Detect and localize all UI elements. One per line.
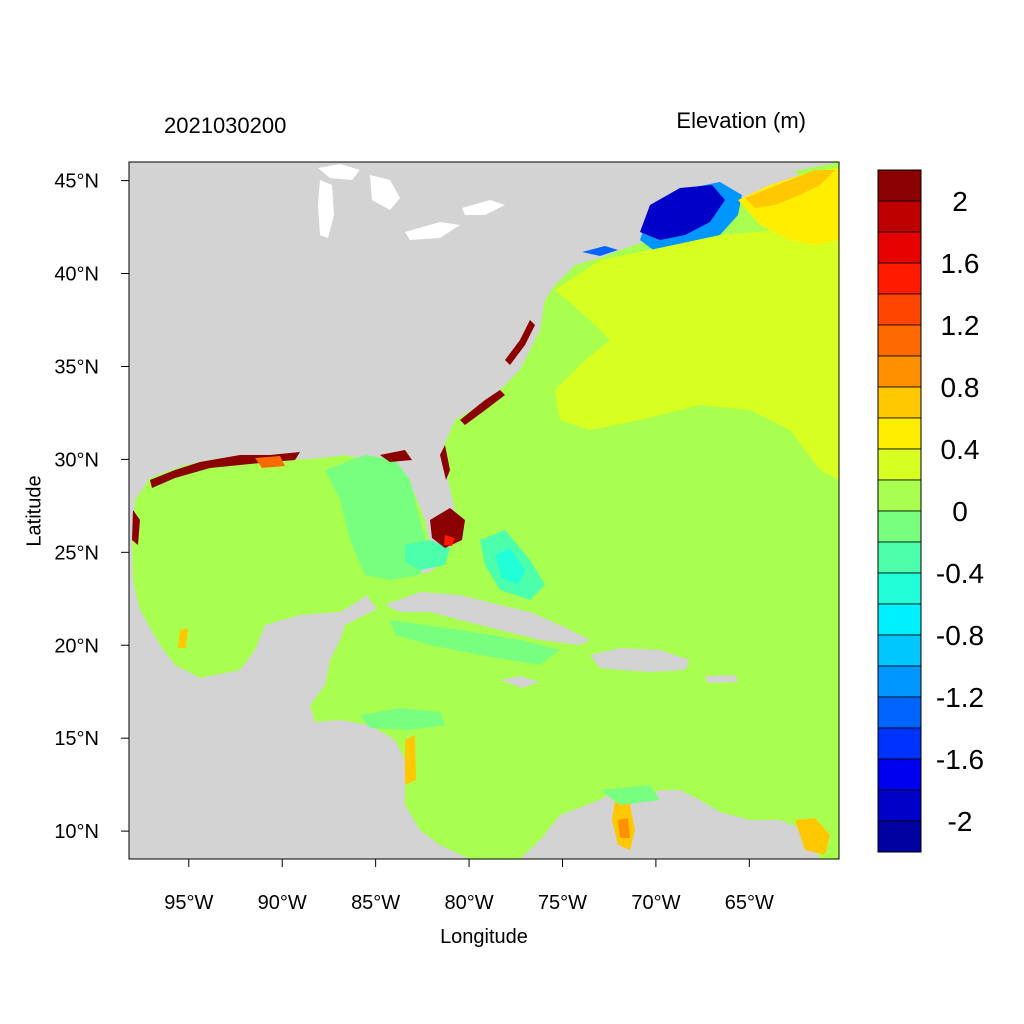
y-tick-label: 10°N <box>54 821 99 843</box>
colorbar-swatch <box>877 758 922 791</box>
colorbar-swatch <box>877 448 922 481</box>
colorbar-swatch <box>877 820 922 853</box>
x-tick-label: 65°W <box>725 892 774 914</box>
x-tick-label: 75°W <box>538 892 587 914</box>
map-plot-area <box>129 162 839 859</box>
ne-atlantic-peak <box>745 170 835 208</box>
colorbar-label: 0.8 <box>941 372 980 403</box>
colorbar-swatch <box>877 262 922 295</box>
colorbar-swatch <box>877 479 922 512</box>
colorbar-swatch <box>877 386 922 419</box>
variable-title: Elevation (m) <box>676 108 806 133</box>
plot-frame <box>128 161 840 860</box>
puerto-rico-land <box>705 675 738 683</box>
hispaniola-land <box>590 648 690 672</box>
colorbar-swatch <box>877 169 922 202</box>
y-tick-label: 35°N <box>54 356 99 378</box>
ne-atlantic-positive-band <box>555 220 839 480</box>
colorbar-label: 0 <box>952 496 968 527</box>
colorbar-swatch <box>877 324 922 357</box>
x-axis-title: Longitude <box>440 926 528 948</box>
long-island-sound-anomaly <box>582 246 618 256</box>
x-tick-label: 90°W <box>258 892 307 914</box>
colorbar-swatch <box>877 200 922 233</box>
y-tick-label: 45°N <box>54 171 99 193</box>
eastern-gulf-negative <box>325 455 430 580</box>
colorbar-label: 2 <box>952 186 968 217</box>
gulf-of-maine-core <box>640 185 725 240</box>
coastal-surge-marks <box>132 320 830 855</box>
x-axis-ticks: 95°W 90°W 85°W 80°W 75°W 70°W 65°W <box>164 859 774 914</box>
colorbar-swatch <box>877 603 922 636</box>
y-tick-label: 15°N <box>54 728 99 750</box>
colorbar-label: -0.4 <box>936 558 984 589</box>
y-axis-ticks: 45°N 40°N 35°N 30°N 25°N 20°N 15°N 10°N <box>54 171 129 843</box>
colorbar-label: -2 <box>948 806 973 837</box>
x-tick-label: 80°W <box>444 892 493 914</box>
colorbar-swatch <box>877 634 922 667</box>
yucatan-land <box>245 612 345 705</box>
x-tick-label: 85°W <box>351 892 400 914</box>
colorbar-swatch <box>877 665 922 698</box>
colorbar-label: 1.6 <box>941 248 980 279</box>
colorbar-swatch <box>877 417 922 450</box>
cuba-land <box>385 592 590 645</box>
colorbar-swatch <box>877 541 922 574</box>
honduras-gulf-negative <box>360 708 445 730</box>
y-tick-label: 30°N <box>54 449 99 471</box>
jamaica-land <box>500 676 540 688</box>
colorbar-label: -1.2 <box>936 682 984 713</box>
bahamas-core <box>495 548 525 585</box>
colorbar-swatch <box>877 696 922 729</box>
colorbar-swatch <box>877 231 922 264</box>
x-tick-label: 70°W <box>631 892 680 914</box>
y-tick-label: 20°N <box>54 635 99 657</box>
y-tick-label: 25°N <box>54 542 99 564</box>
colorbar-swatch <box>877 293 922 326</box>
colorbar-frame <box>877 169 922 853</box>
colorbar-label: -0.8 <box>936 620 984 651</box>
colorbar-label: 0.4 <box>941 434 980 465</box>
colorbar-swatch <box>877 572 922 605</box>
colorbar-swatch <box>877 510 922 543</box>
y-tick-label: 40°N <box>54 264 99 286</box>
run-timestamp: 2021030200 <box>164 113 287 138</box>
elevation-colorbar: 2 1.6 1.2 0.8 0.4 0 -0.4 -0.8 -1.2 -1.6 -2 <box>877 169 984 853</box>
florida-straits-negative <box>405 540 450 570</box>
x-tick-label: 95°W <box>164 892 213 914</box>
colorbar-swatch <box>877 727 922 760</box>
caribbean-negative-belt <box>390 620 560 665</box>
great-lakes <box>318 164 505 240</box>
colorbar-swatch <box>877 355 922 388</box>
colorbar-swatch <box>877 789 922 822</box>
colorbar-label: -1.6 <box>936 744 984 775</box>
colorbar-label: 1.2 <box>941 310 980 341</box>
